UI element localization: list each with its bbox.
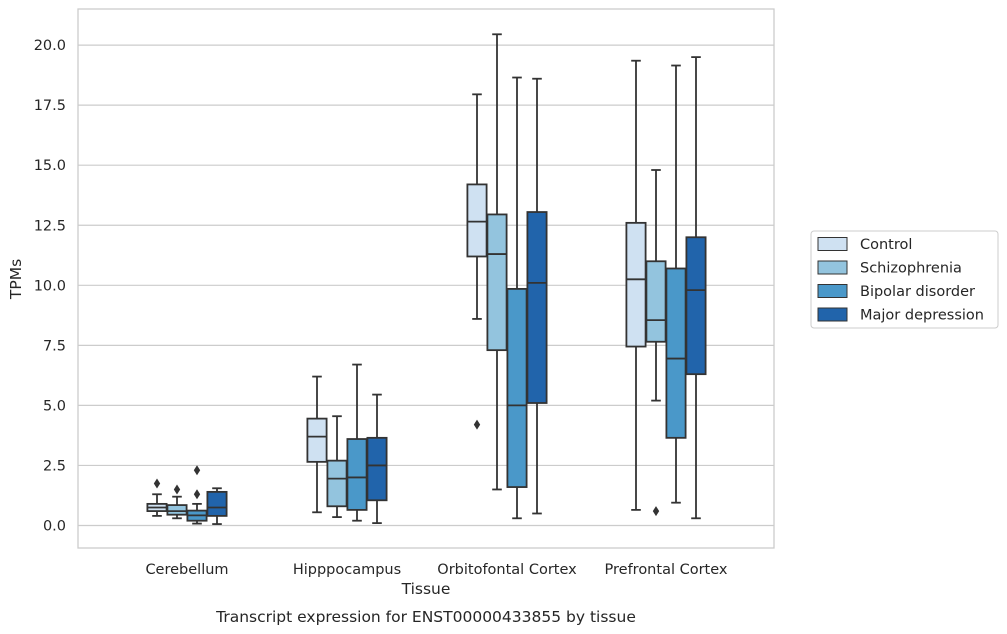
legend-items: Control Schizophrenia Bipolar disorder Majo…: [817, 237, 984, 324]
outlier-point: [193, 489, 201, 500]
series-control: [146, 59, 647, 517]
legend-swatch: [817, 237, 848, 251]
box-iqr: [665, 267, 687, 439]
legend-swatch: [817, 307, 848, 322]
box-control-orbitofontal-cortex: [466, 93, 488, 430]
box-iqr: [625, 221, 647, 348]
plot-frame: [77, 8, 775, 549]
box-major-depression-hipppocampus: [366, 393, 388, 524]
box-plots: [146, 33, 707, 525]
box-control-hipppocampus: [306, 375, 328, 514]
y-tick-label: 7.5: [43, 338, 66, 354]
outlier-point: [173, 484, 181, 495]
legend-swatch: [817, 260, 848, 275]
x-tick-label: Prefrontal Cortex: [605, 562, 728, 578]
legend-frame: [810, 230, 999, 329]
legend-item-schizophrenia: Schizophrenia: [817, 260, 962, 277]
box-iqr: [166, 504, 188, 516]
box-bipolar-disorder-prefrontal-cortex: [665, 64, 687, 504]
box-control-cerebellum: [146, 478, 168, 517]
series-bipolar-disorder: [186, 64, 687, 525]
box-schizophrenia-orbitofontal-cortex: [486, 33, 508, 491]
outlier-point: [153, 478, 161, 489]
x-tick-label: Orbitofontal Cortex: [437, 562, 577, 578]
legend-swatch: [817, 284, 848, 298]
box-iqr: [206, 490, 228, 517]
box-major-depression-orbitofontal-cortex: [526, 77, 548, 515]
series-schizophrenia: [166, 33, 667, 520]
outlier-point: [473, 419, 481, 430]
box-schizophrenia-prefrontal-cortex: [645, 169, 667, 517]
y-tick-label: 17.5: [34, 98, 66, 114]
box-iqr: [526, 211, 548, 404]
box-iqr: [366, 436, 388, 502]
series-major-depression: [206, 56, 707, 525]
legend-item-control: Control: [817, 237, 912, 253]
box-iqr: [685, 236, 707, 376]
x-tick-label: Cerebellum: [145, 562, 228, 578]
y-tick-labels: 0.0 2.5 5.0 7.5 10.0 12.5 15.0 17.5 20.0: [34, 38, 66, 534]
legend-label: Schizophrenia: [860, 261, 962, 277]
y-tick-label: 20.0: [34, 38, 66, 54]
y-tick-label: 12.5: [34, 218, 66, 234]
y-tick-label: 0.0: [43, 519, 66, 535]
y-tick-label: 15.0: [34, 158, 66, 174]
outlier-point: [652, 506, 660, 517]
y-axis-title: TPMs: [7, 259, 25, 300]
legend-label: Control: [860, 237, 912, 253]
gridlines: [78, 44, 774, 527]
box-iqr: [645, 260, 667, 343]
box-major-depression-prefrontal-cortex: [685, 56, 707, 520]
box-iqr: [306, 417, 328, 463]
legend-label: Bipolar disorder: [860, 284, 975, 300]
box-schizophrenia-hipppocampus: [326, 415, 348, 518]
y-tick-label: 2.5: [43, 458, 66, 474]
box-iqr: [506, 288, 528, 488]
legend-label: Major depression: [860, 308, 984, 324]
legend-item-bipolar-disorder: Bipolar disorder: [817, 284, 975, 300]
box-iqr: [466, 183, 488, 258]
box-iqr: [346, 438, 368, 511]
x-tick-labels: Cerebellum Hipppocampus Orbitofontal Corte…: [145, 562, 727, 578]
box-bipolar-disorder-orbitofontal-cortex: [506, 76, 528, 520]
outlier-point: [193, 465, 201, 476]
box-iqr: [486, 213, 508, 352]
box-control-prefrontal-cortex: [625, 59, 647, 511]
box-iqr: [326, 459, 348, 508]
box-major-depression-cerebellum: [206, 487, 228, 525]
legend: Control Schizophrenia Bipolar disorder Majo…: [810, 230, 999, 329]
legend-item-major-depression: Major depression: [817, 307, 984, 324]
x-tick-label: Hipppocampus: [293, 562, 401, 578]
chart-caption: Transcript expression for ENST0000043385…: [215, 608, 636, 626]
y-tick-label: 5.0: [43, 398, 66, 414]
y-tick-label: 10.0: [34, 278, 66, 294]
x-axis-title: Tissue: [401, 580, 451, 598]
